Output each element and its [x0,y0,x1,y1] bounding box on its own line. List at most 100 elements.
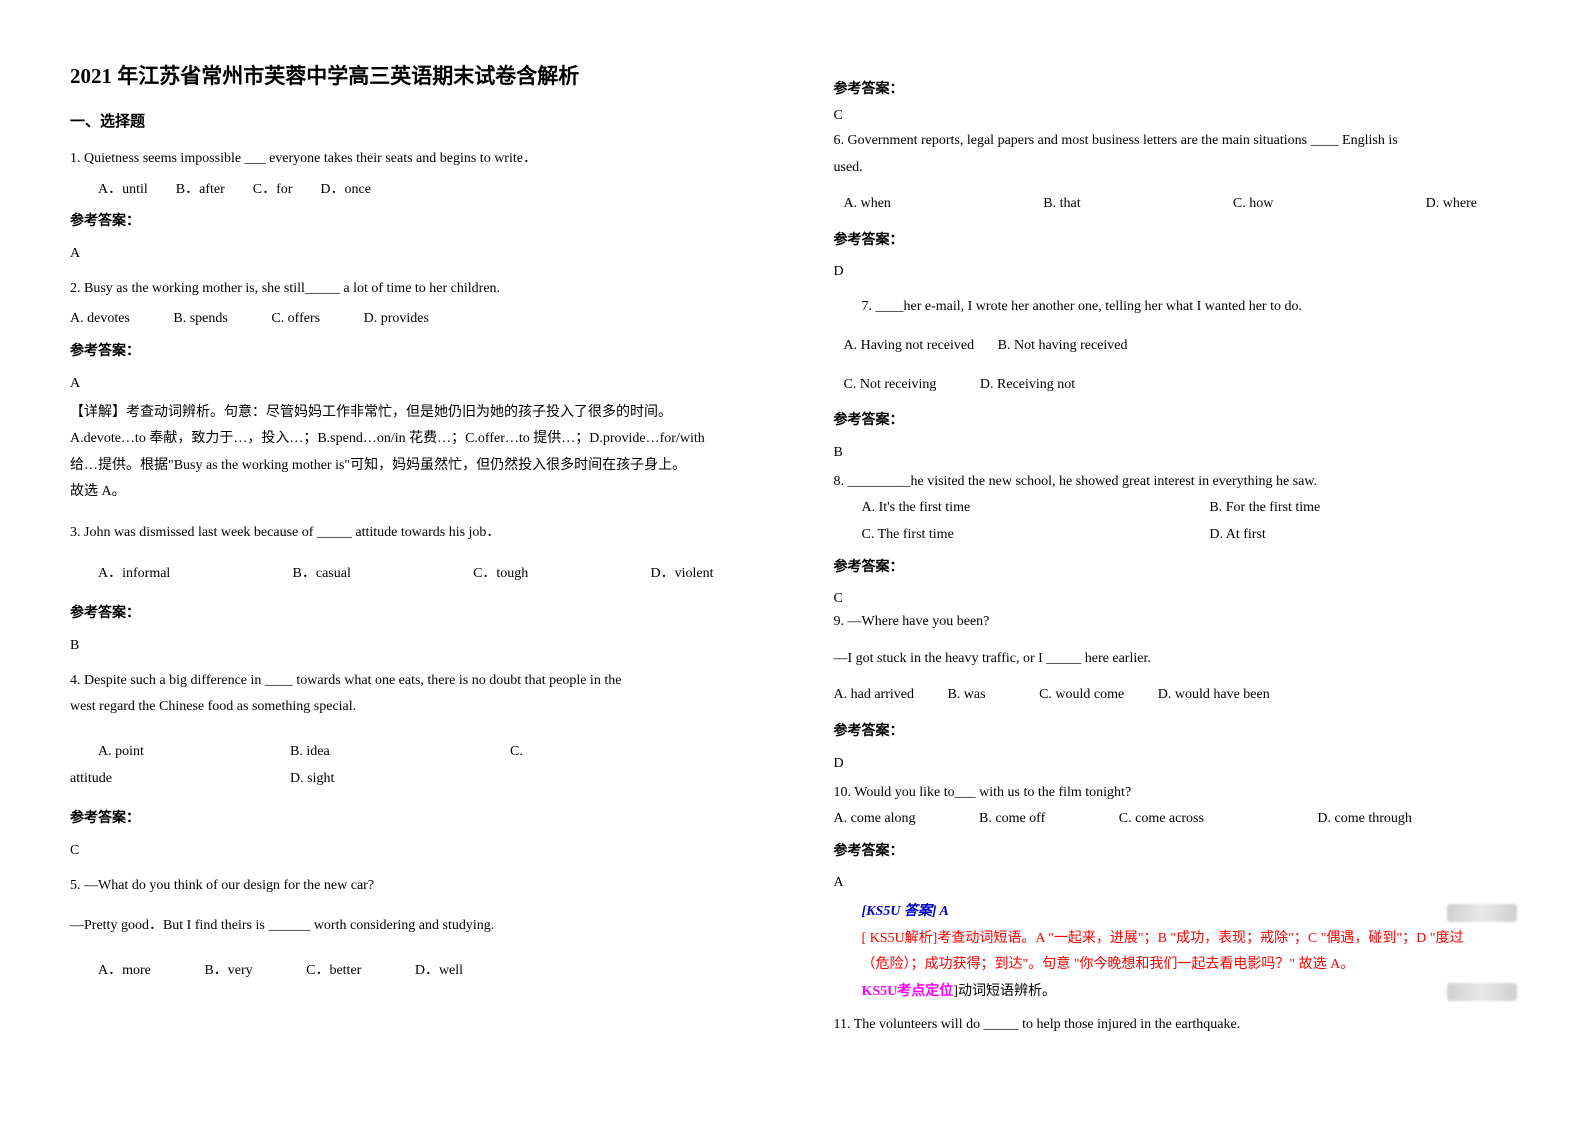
q8-opt-d: D. At first [1209,522,1265,549]
question-7: 7. ____her e-mail, I wrote her another o… [834,294,1518,434]
q2-options: A. devotes B. spends C. offers D. provid… [70,306,754,333]
q3-options: A．informal B．casual C．tough D．violent [70,561,754,588]
q8-opt-a: A. It's the first time [834,495,1210,522]
q2-opt-d: D. provides [364,306,429,333]
question-11: 11. The volunteers will do _____ to help… [834,1012,1518,1039]
q4-options-row1: A. point B. idea C. [70,739,754,766]
section-heading: 一、选择题 [70,110,754,131]
q7-stem: 7. ____her e-mail, I wrote her another o… [834,294,1518,321]
ks5u-explain-line: （危险）；成功获得；到达"。句意 "你今晚想和我们一起去看电影吗？" 故选 A。 [862,952,1518,979]
q2-stem: 2. Busy as the working mother is, she st… [70,276,754,303]
q1-stem: 1. Quietness seems impossible ___ everyo… [70,146,754,173]
question-1: 1. Quietness seems impossible ___ everyo… [70,146,754,236]
answer-label: 参考答案： [70,339,754,366]
q10-opt-c: C. come across [1119,806,1204,833]
q9-stem-line: —I got stuck in the heavy traffic, or I … [834,646,1518,673]
q8-opt-b: B. For the first time [1209,495,1320,522]
q8-options-row1: A. It's the first time B. For the first … [834,495,1518,522]
q3-stem: 3. John was dismissed last week because … [70,520,754,547]
q7-opt-a: A. Having not received [844,333,975,360]
q2-exp-line: A.devote…to 奉献，致力于…，投入…；B.spend…on/in 花费… [70,426,754,453]
q6-opt-b: B. that [1043,191,1080,218]
question-2: 2. Busy as the working mother is, she st… [70,276,754,366]
q9-opt-a: A. had arrived [834,682,914,709]
q5-stem-line: —Pretty good．But I find theirs is ______… [70,913,754,940]
q2-exp-line: 给…提供。根据"Busy as the working mother is"可知… [70,453,754,480]
q5-opt-a: A．more [98,958,151,985]
q10-opt-a: A. come along [834,806,916,833]
q7-opt-c: C. Not receiving [844,372,937,399]
q5-options: A．more B．very C．better D．well [70,958,754,985]
answer-label: 参考答案： [834,228,1518,255]
answer-label: 参考答案： [70,806,754,833]
q5-opt-c: C．better [306,958,361,985]
q7-options-row1: A. Having not received B. Not having rec… [834,333,1518,360]
q8-opt-c: C. The first time [834,522,1210,549]
q2-answer: A [70,376,754,392]
q9-stem-line: 9. —Where have you been? [834,609,1518,636]
watermark-blur [1447,983,1517,1001]
ks5u-point-label: KS5U考点定位 [862,984,954,999]
q6-stem-line: 6. Government reports, legal papers and … [834,128,1518,155]
q3-opt-b: B．casual [293,561,351,588]
q4-opt-c-part1: C. [510,739,523,766]
q7-answer: B [834,445,1518,461]
q9-options: A. had arrived B. was C. would come D. w… [834,682,1518,709]
q6-answer: D [834,264,1518,280]
q2-explain: 【详解】考查动词辨析。句意：尽管妈妈工作非常忙，但是她仍旧为她的孩子投入了很多的… [70,400,754,506]
q7-opt-b: B. Not having received [998,333,1128,360]
q6-opt-c: C. how [1233,191,1273,218]
q5-stem-line: 5. —What do you think of our design for … [70,873,754,900]
q4-options-row2: attitude D. sight [70,766,754,793]
q5-opt-d: D．well [415,958,463,985]
q6-opt-a: A. when [844,191,891,218]
q3-answer: B [70,638,754,654]
question-5: 5. —What do you think of our design for … [70,873,754,985]
q2-opt-c: C. offers [271,306,320,333]
q10-answer: A [834,875,1518,891]
q10-stem: 10. Would you like to___ with us to the … [834,780,1518,807]
q9-opt-d: D. would have been [1158,682,1270,709]
q2-exp-line: 故选 A。 [70,479,754,506]
q8-options-row2: C. The first time D. At first [834,522,1518,549]
q8-answer: C [834,591,1518,607]
q2-opt-a: A. devotes [70,306,130,333]
watermark-blur [1447,904,1517,922]
q3-opt-d: D．violent [651,561,714,588]
answer-label: 参考答案： [70,209,754,236]
question-10: 10. Would you like to___ with us to the … [834,780,1518,866]
q10-opt-d: D. come through [1317,806,1411,833]
q4-opt-b: B. idea [290,739,510,766]
q4-opt-c-part2: attitude [70,766,290,793]
q10-opt-b: B. come off [979,806,1045,833]
q5-answer: C [834,108,1518,124]
question-3: 3. John was dismissed last week because … [70,520,754,628]
q9-opt-b: B. was [947,682,985,709]
q6-opt-d: D. where [1426,191,1477,218]
right-column: 参考答案： C 6. Government reports, legal pap… [794,20,1558,1102]
q2-opt-b: B. spends [173,306,227,333]
ks5u-explain-line: [ KS5U解析]考查动词短语。A "一起来，进展"；B "成功，表现；戒除"；… [862,926,1518,953]
answer-label: 参考答案： [70,601,754,628]
q6-options: A. when B. that C. how D. where [834,191,1518,218]
q9-answer: D [834,756,1518,772]
q6-stem-line: used. [834,155,1518,182]
q10-ks5u-block: [KS5U 答案] A [ KS5U解析]考查动词短语。A "一起来，进展"；B… [834,899,1518,1005]
q4-stem-line: west regard the Chinese food as somethin… [70,694,754,721]
q11-stem: 11. The volunteers will do _____ to help… [834,1012,1518,1039]
q10-options: A. come along B. come off C. come across… [834,806,1518,833]
q4-opt-d: D. sight [290,766,334,793]
answer-label: 参考答案： [834,78,1518,98]
q1-options: A．until B．after C．for D．once [70,177,754,204]
q7-opt-d: D. Receiving not [980,372,1075,399]
answer-label: 参考答案： [834,719,1518,746]
answer-label: 参考答案： [834,555,1518,582]
q2-exp-line: 【详解】考查动词辨析。句意：尽管妈妈工作非常忙，但是她仍旧为她的孩子投入了很多的… [70,400,754,427]
question-4: 4. Despite such a big difference in ____… [70,668,754,833]
question-6: 6. Government reports, legal papers and … [834,128,1518,254]
page-title: 2021 年江苏省常州市芙蓉中学高三英语期末试卷含解析 [70,60,754,90]
q4-answer: C [70,843,754,859]
q3-opt-c: C．tough [473,561,528,588]
ks5u-point-text: ]动词短语辨析。 [953,984,1056,999]
q9-opt-c: C. would come [1039,682,1124,709]
